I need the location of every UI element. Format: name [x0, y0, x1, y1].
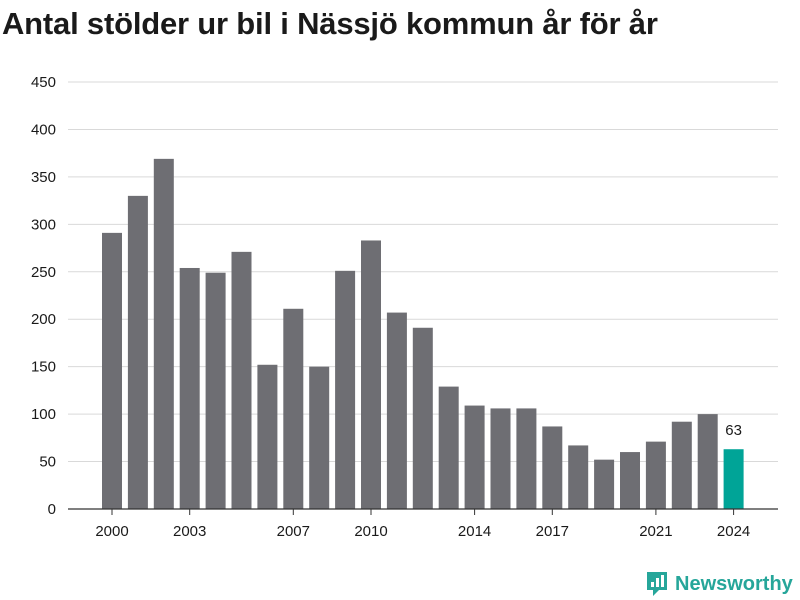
bar-2000: [102, 232, 122, 509]
bar-2007: [283, 308, 304, 509]
bar-2021: [645, 441, 666, 509]
bar-2009: [335, 270, 356, 509]
x-tick-label: 2014: [458, 523, 491, 540]
bar-2014: [464, 405, 485, 509]
y-tick-label: 100: [31, 406, 56, 423]
bar-2011: [386, 312, 407, 509]
bar-2005: [231, 251, 252, 509]
y-tick-label: 400: [31, 121, 56, 138]
x-tick-label: 2003: [173, 523, 206, 540]
x-tick-label: 2024: [717, 523, 750, 540]
newsworthy-logo-icon: [647, 572, 667, 596]
chart-title: Antal stölder ur bil i Nässjö kommun år …: [2, 6, 658, 41]
x-tick-label: 2021: [639, 523, 672, 540]
brand-name: Newsworthy: [675, 572, 793, 595]
bar-2020: [620, 452, 640, 509]
bar-2016: [516, 408, 537, 509]
x-axis: 2000 2003 2007 2010 2014 2017 2021 2024: [68, 508, 778, 540]
y-tick-label: 350: [31, 169, 56, 186]
bar-2019: [594, 459, 615, 509]
y-axis-ticks: 0 50 100 150 200 250 300 350 400 450: [31, 74, 56, 518]
bar-2010: [361, 240, 381, 509]
x-tick-label: 2017: [536, 523, 569, 540]
bars: [102, 158, 744, 510]
y-tick-label: 200: [31, 311, 56, 328]
bar-2015: [490, 408, 511, 509]
bar-2003: [179, 267, 200, 509]
bar-chart: 0 50 100 150 200 250 300 350 400 450 2000 2003 2007…: [31, 74, 778, 540]
y-tick-label: 300: [31, 216, 56, 233]
y-tick-label: 50: [39, 454, 56, 471]
x-tick-label: 2000: [95, 523, 128, 540]
bar-2013: [438, 386, 459, 509]
bar-2002: [153, 158, 174, 510]
bar-2006: [257, 364, 278, 509]
y-tick-label: 0: [48, 501, 56, 518]
bar-2022: [671, 421, 692, 509]
bar-2024: [723, 449, 744, 509]
bar-2008: [309, 366, 330, 509]
x-tick-label: 2007: [277, 523, 310, 540]
y-tick-label: 150: [31, 359, 56, 376]
bar-2001: [127, 195, 148, 509]
bar-2018: [568, 445, 589, 509]
bar-2004: [205, 272, 226, 509]
data-label-2024: 63: [725, 422, 742, 439]
bar-2017: [542, 426, 563, 509]
brand-logo: Newsworthy: [645, 570, 793, 598]
y-tick-label: 450: [31, 74, 56, 91]
bar-2023: [697, 414, 718, 509]
bar-2012: [412, 327, 433, 509]
data-labels: 63: [725, 422, 742, 439]
y-tick-label: 250: [31, 264, 56, 281]
x-tick-label: 2010: [354, 523, 387, 540]
